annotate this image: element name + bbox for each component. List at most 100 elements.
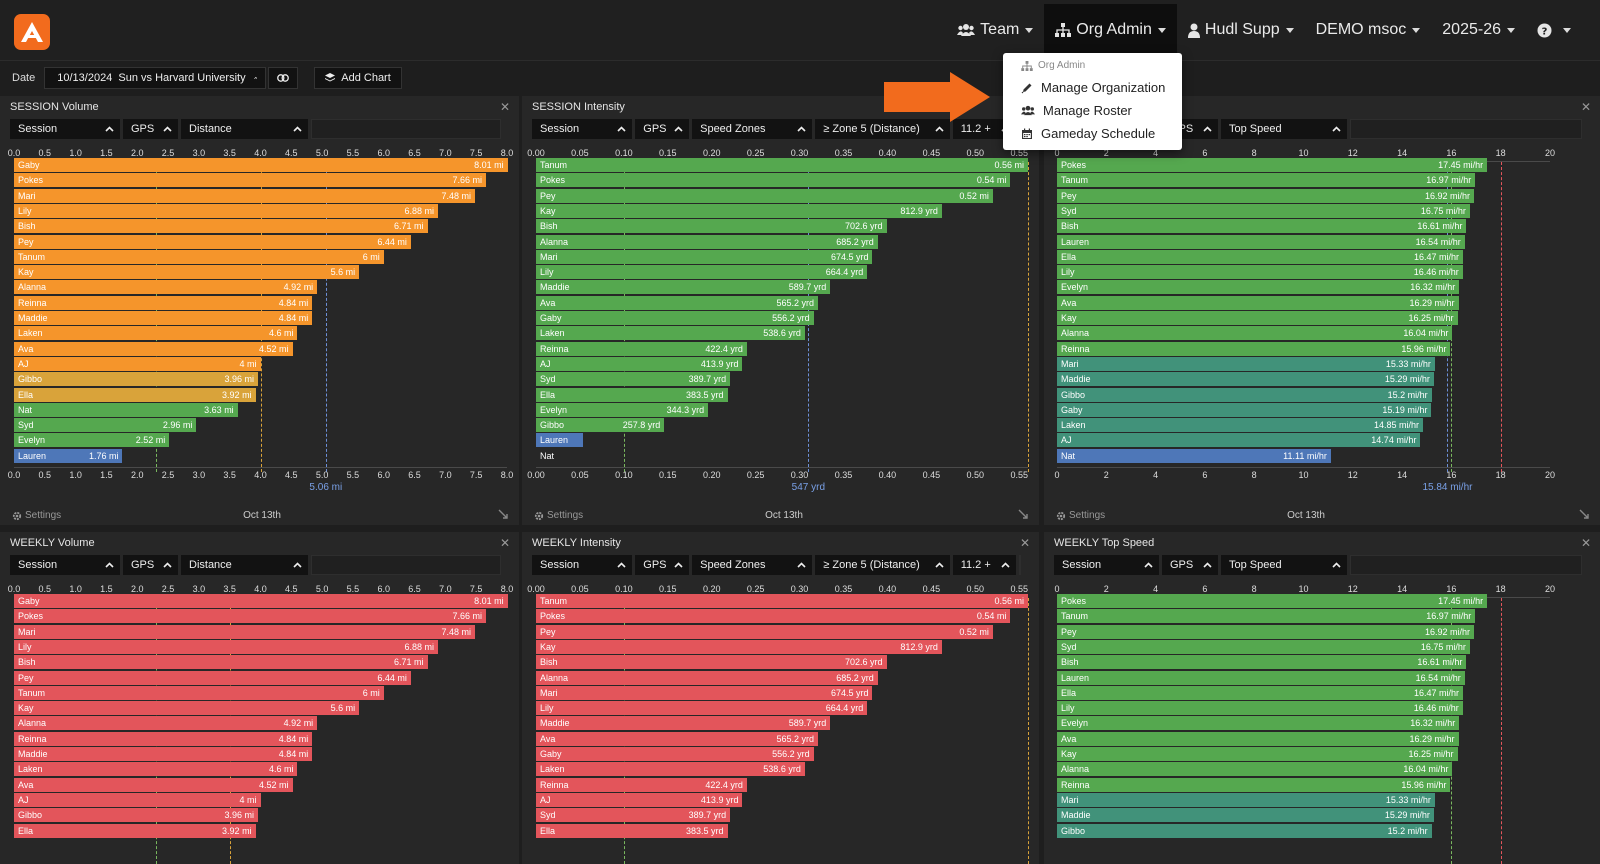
bar[interactable]: Alanna 16.04 mi/hr	[1057, 326, 1453, 341]
bar[interactable]: Kay 5.6 mi	[14, 265, 360, 280]
bar[interactable]: Tanum 16.97 mi/hr	[1057, 173, 1476, 188]
filter-dropdown[interactable]: 11.2 +	[952, 119, 1016, 139]
bar[interactable]: Mari 15.33 mi/hr	[1057, 792, 1435, 807]
bar[interactable]: Bish 6.71 mi	[14, 655, 428, 670]
close-icon[interactable]: ✕	[1019, 536, 1030, 550]
filter-dropdown[interactable]: Distance	[181, 119, 308, 139]
bar[interactable]: Syd 16.75 mi/hr	[1057, 203, 1470, 218]
bar[interactable]: AJ 413.9 yrd	[536, 792, 743, 807]
menu-item-gameday-schedule[interactable]: Gameday Schedule	[1021, 126, 1155, 141]
bar[interactable]: Mari 7.48 mi	[14, 624, 475, 639]
bar[interactable]: AJ 413.9 yrd	[536, 356, 743, 371]
add-chart-button[interactable]: Add Chart	[314, 66, 402, 89]
bar[interactable]: Pey 6.44 mi	[14, 234, 411, 249]
bar[interactable]: Ella 16.47 mi/hr	[1057, 685, 1463, 700]
filter-dropdown[interactable]: Session	[1054, 555, 1159, 575]
bar[interactable]: Mari 15.33 mi/hr	[1057, 356, 1435, 371]
bar[interactable]: Laken 538.6 yrd	[536, 762, 805, 777]
bar[interactable]: AJ 4 mi	[14, 356, 261, 371]
bar[interactable]: Alanna 4.92 mi	[14, 716, 318, 731]
bar[interactable]: Kay 16.25 mi/hr	[1057, 747, 1458, 761]
bar[interactable]: Reinna 422.4 yrd	[536, 777, 747, 792]
menu-item-manage-roster[interactable]: Manage Roster	[1021, 103, 1132, 118]
bar[interactable]: Lily 6.88 mi	[14, 639, 438, 654]
bar[interactable]: Kay 5.6 mi	[14, 701, 360, 716]
bar[interactable]: Ella 3.92 mi	[14, 387, 256, 402]
filter-dropdown[interactable]: GPS	[1162, 555, 1218, 575]
bar[interactable]: Gibbo 15.2 mi/hr	[1057, 387, 1432, 402]
hudl-logo[interactable]	[14, 14, 50, 50]
bar[interactable]: Ava 16.29 mi/hr	[1057, 731, 1459, 746]
bar[interactable]: Pey 0.52 mi	[536, 624, 993, 639]
bar[interactable]: Gaby 8.01 mi	[14, 594, 508, 608]
bar[interactable]: AJ 4 mi	[14, 792, 261, 807]
filter-dropdown[interactable]: GPS	[123, 555, 178, 575]
bar[interactable]: Tanum 6 mi	[14, 249, 384, 264]
bar[interactable]: Kay 812.9 yrd	[536, 639, 942, 654]
bar[interactable]: Reinna 15.96 mi/hr	[1057, 341, 1451, 356]
resize-icon[interactable]	[1578, 508, 1590, 523]
bar[interactable]: Lauren 1.76 mi	[14, 448, 123, 463]
bar[interactable]: Pey 16.92 mi/hr	[1057, 624, 1475, 639]
resize-icon[interactable]	[497, 508, 509, 523]
bar[interactable]: Ella 16.47 mi/hr	[1057, 249, 1463, 264]
bar[interactable]: Pey 0.52 mi	[536, 188, 993, 203]
filter-dropdown[interactable]: Session	[532, 555, 633, 575]
close-icon[interactable]: ✕	[499, 100, 510, 114]
bar[interactable]: Gibbo 15.2 mi/hr	[1057, 823, 1432, 838]
bar[interactable]: Ava 16.29 mi/hr	[1057, 295, 1459, 310]
bar[interactable]: Kay 812.9 yrd	[536, 203, 942, 218]
menu-item-manage-organization[interactable]: Manage Organization	[1021, 80, 1165, 95]
bar[interactable]: Pokes 7.66 mi	[14, 609, 487, 624]
filter-dropdown[interactable]: Session	[10, 555, 120, 575]
bar[interactable]: Evelyn 16.32 mi/hr	[1057, 280, 1460, 295]
bar[interactable]: Bish 16.61 mi/hr	[1057, 655, 1467, 670]
bar[interactable]: Bish 702.6 yrd	[536, 655, 887, 670]
settings-button[interactable]: Settings	[534, 510, 583, 521]
bar[interactable]: Pey 16.92 mi/hr	[1057, 188, 1475, 203]
bar[interactable]: Maddie 589.7 yrd	[536, 716, 831, 731]
close-icon[interactable]: ✕	[499, 536, 510, 550]
bar[interactable]: Syd 16.75 mi/hr	[1057, 639, 1470, 654]
bar[interactable]: Alanna 685.2 yrd	[536, 670, 878, 685]
bar[interactable]: Mari 674.5 yrd	[536, 685, 873, 700]
bar[interactable]: Pokes 0.54 mi	[536, 609, 1011, 624]
bar[interactable]: Evelyn 344.3 yrd	[536, 402, 709, 417]
bar[interactable]: Maddie 4.84 mi	[14, 747, 313, 761]
bar[interactable]: Gaby 15.19 mi/hr	[1057, 402, 1432, 417]
link-button[interactable]	[268, 66, 299, 89]
bar[interactable]: Tanum 0.56 mi	[536, 158, 1028, 172]
bar[interactable]: Nat 3.63 mi	[14, 402, 238, 417]
bar[interactable]: Syd 2.96 mi	[14, 418, 197, 433]
bar[interactable]: Bish 6.71 mi	[14, 219, 428, 234]
bar[interactable]: Lily 16.46 mi/hr	[1057, 265, 1463, 280]
bar[interactable]: Lauren	[536, 433, 583, 448]
bar[interactable]: Mari 7.48 mi	[14, 188, 475, 203]
bar[interactable]: Maddie 15.29 mi/hr	[1057, 808, 1434, 823]
bar[interactable]: Ella 3.92 mi	[14, 823, 256, 838]
bar[interactable]: Gaby 556.2 yrd	[536, 747, 814, 761]
bar[interactable]: Maddie 589.7 yrd	[536, 280, 831, 295]
filter-dropdown[interactable]: GPS	[635, 555, 690, 575]
bar[interactable]: Ava 4.52 mi	[14, 341, 293, 356]
bar[interactable]: Pokes 0.54 mi	[536, 173, 1011, 188]
bar[interactable]: Gibbo 3.96 mi	[14, 372, 259, 387]
filter-dropdown[interactable]: Distance	[181, 555, 308, 575]
nav-user[interactable]: Hudl Supp	[1177, 8, 1305, 52]
resize-icon[interactable]	[1017, 508, 1029, 523]
bar[interactable]: Laken 4.6 mi	[14, 762, 298, 777]
nav-team[interactable]: Team	[946, 8, 1044, 52]
bar[interactable]: Ava 565.2 yrd	[536, 295, 819, 310]
bar[interactable]: Tanum 0.56 mi	[536, 594, 1028, 608]
bar[interactable]: Syd 389.7 yrd	[536, 808, 731, 823]
bar[interactable]: Evelyn 16.32 mi/hr	[1057, 716, 1460, 731]
bar[interactable]: Alanna 685.2 yrd	[536, 234, 878, 249]
date-selector[interactable]: 10/13/2024 Sun vs Harvard University	[44, 66, 267, 89]
bar[interactable]: Evelyn 2.52 mi	[14, 433, 170, 448]
bar[interactable]: Lily 16.46 mi/hr	[1057, 701, 1463, 716]
bar[interactable]: Ava 4.52 mi	[14, 777, 293, 792]
bar[interactable]: Kay 16.25 mi/hr	[1057, 311, 1458, 325]
bar[interactable]: Reinna 15.96 mi/hr	[1057, 777, 1451, 792]
bar[interactable]: Ava 565.2 yrd	[536, 731, 819, 746]
filter-dropdown[interactable]: 11.2 +	[952, 555, 1016, 575]
